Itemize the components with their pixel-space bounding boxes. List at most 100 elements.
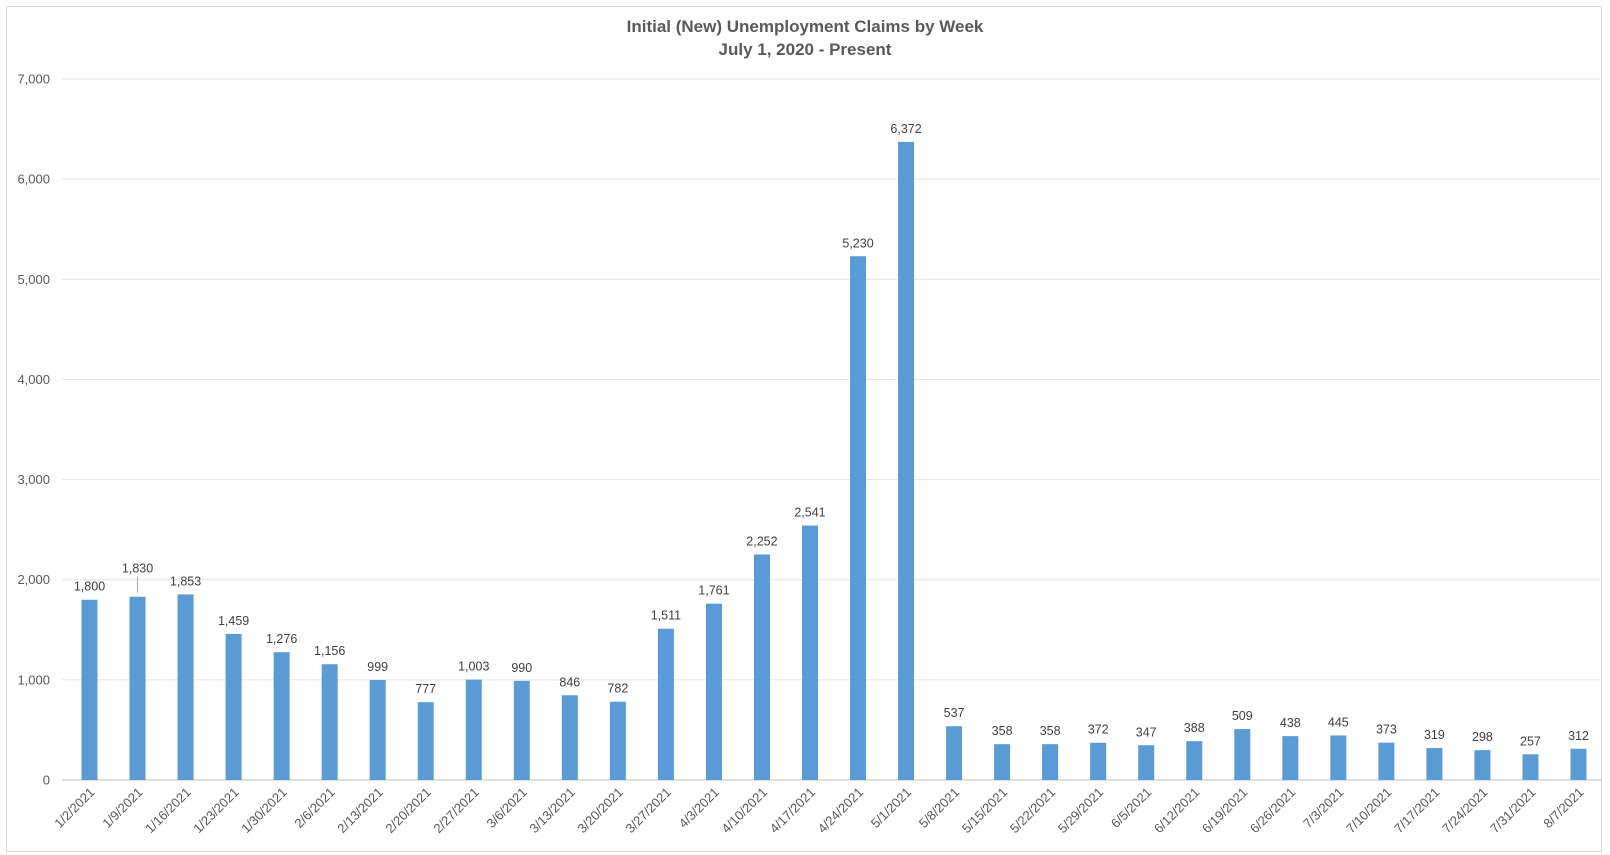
data-label: 990 <box>511 661 532 675</box>
bar <box>946 726 963 780</box>
x-tick-label: 4/17/2021 <box>767 785 819 837</box>
data-label: 1,003 <box>458 660 489 674</box>
data-label: 2,252 <box>746 534 777 548</box>
bar <box>1234 729 1251 780</box>
data-label: 846 <box>559 675 580 689</box>
x-tick-label: 6/26/2021 <box>1247 785 1299 837</box>
data-label: 777 <box>415 682 436 696</box>
data-label: 999 <box>367 660 388 674</box>
data-label: 445 <box>1328 715 1349 729</box>
y-tick-label: 2,000 <box>17 572 50 587</box>
x-tick-label: 4/3/2021 <box>676 785 722 831</box>
bar <box>657 628 674 780</box>
bar <box>850 256 867 780</box>
y-tick-label: 7,000 <box>17 72 50 87</box>
bar <box>417 702 434 780</box>
data-label: 782 <box>607 682 628 696</box>
data-label: 509 <box>1232 709 1253 723</box>
x-tick-label: 5/1/2021 <box>868 785 914 831</box>
y-tick-label: 3,000 <box>17 472 50 487</box>
data-label: 1,761 <box>698 584 729 598</box>
bar <box>1138 745 1155 780</box>
bar <box>1042 744 1059 780</box>
y-axis-ticks: 0 1,000 2,000 3,000 4,000 5,000 6,000 7,000 <box>17 72 50 788</box>
data-label: 358 <box>992 724 1013 738</box>
x-tick-label: 5/22/2021 <box>1007 785 1059 837</box>
data-label: 347 <box>1136 725 1157 739</box>
bar <box>1474 750 1491 780</box>
y-tick-label: 4,000 <box>17 372 50 387</box>
data-label: 537 <box>944 706 965 720</box>
bar <box>1186 741 1203 780</box>
x-tick-label: 5/8/2021 <box>916 785 962 831</box>
y-tick-label: 1,000 <box>17 672 50 687</box>
x-tick-label: 7/10/2021 <box>1343 785 1395 837</box>
bar <box>1330 735 1347 780</box>
data-label: 373 <box>1376 723 1397 737</box>
bar <box>753 554 770 780</box>
bar <box>1522 754 1539 780</box>
data-label: 388 <box>1184 721 1205 735</box>
x-tick-label: 1/2/2021 <box>51 785 97 831</box>
bar <box>81 599 98 780</box>
x-tick-label: 3/27/2021 <box>623 785 675 837</box>
x-tick-label: 5/15/2021 <box>959 785 1011 837</box>
bar <box>801 525 818 780</box>
data-label: 1,459 <box>218 614 249 628</box>
data-label: 298 <box>1472 730 1493 744</box>
data-label: 5,230 <box>842 236 873 250</box>
y-tick-label: 5,000 <box>17 272 50 287</box>
x-axis-ticks: 1/2/2021 1/9/20211/16/20211/23/20211/30/2… <box>51 785 1586 837</box>
x-tick-label: 3/6/2021 <box>484 785 530 831</box>
x-tick-label: 7/17/2021 <box>1391 785 1443 837</box>
x-tick-label: 1/9/2021 <box>99 785 145 831</box>
x-tick-label: 5/29/2021 <box>1055 785 1107 837</box>
x-tick-label: 7/24/2021 <box>1439 785 1491 837</box>
data-label: 6,372 <box>890 122 921 136</box>
bar <box>561 695 578 780</box>
data-label: 1,800 <box>74 580 105 594</box>
bar <box>513 680 530 780</box>
bar <box>1426 748 1443 780</box>
x-tick-label: 3/13/2021 <box>526 785 578 837</box>
data-label: 372 <box>1088 723 1109 737</box>
bar <box>609 701 626 780</box>
x-tick-label: 1/23/2021 <box>190 785 242 837</box>
bar <box>705 603 722 780</box>
y-tick-label: 0 <box>43 773 50 788</box>
gridlines <box>62 78 1602 781</box>
x-tick-label: 7/3/2021 <box>1300 785 1346 831</box>
bar <box>1570 748 1587 780</box>
bar <box>1090 742 1107 780</box>
x-tick-label: 7/31/2021 <box>1487 785 1539 837</box>
x-tick-label: 6/12/2021 <box>1151 785 1203 837</box>
data-label: 1,276 <box>266 632 297 646</box>
x-tick-label: 2/20/2021 <box>382 785 434 837</box>
bar <box>898 141 915 780</box>
bar <box>994 744 1011 780</box>
data-label: 1,511 <box>651 609 681 623</box>
data-label: 438 <box>1280 716 1301 730</box>
x-tick-label: 2/6/2021 <box>291 785 337 831</box>
bar <box>1378 742 1395 780</box>
data-labels: 1,800 1,830 1,853 1,459 1,276 1,156 999 777 1,00… <box>74 122 1589 748</box>
bar <box>177 594 194 780</box>
data-label: 1,830 <box>122 562 153 576</box>
data-label: 312 <box>1568 729 1589 743</box>
data-label: 1,853 <box>170 574 201 588</box>
chart-title-block: Initial (New) Unemployment Claims by Wee… <box>0 15 1610 61</box>
x-tick-label: 2/13/2021 <box>334 785 386 837</box>
bar <box>273 652 290 780</box>
data-label: 358 <box>1040 724 1061 738</box>
bar <box>129 596 146 780</box>
bars <box>81 141 1587 780</box>
data-label: 1,156 <box>314 644 345 658</box>
chart-title: Initial (New) Unemployment Claims by Wee… <box>626 17 984 36</box>
data-label: 257 <box>1520 734 1541 748</box>
bar <box>465 679 482 780</box>
x-tick-label: 3/20/2021 <box>574 785 626 837</box>
bar <box>321 664 338 780</box>
x-tick-label: 2/27/2021 <box>430 785 482 837</box>
x-tick-label: 4/10/2021 <box>719 785 771 837</box>
